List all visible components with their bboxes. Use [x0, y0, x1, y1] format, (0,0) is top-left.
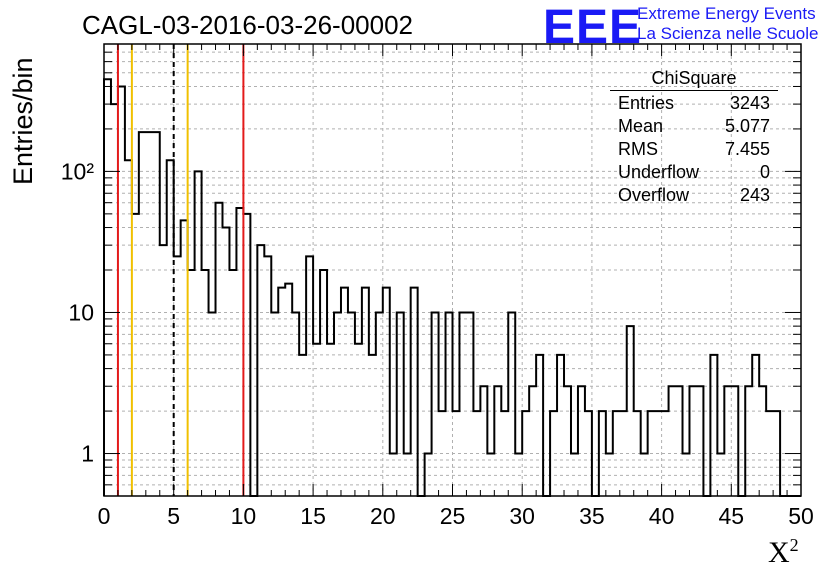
- stats-value: 7.455: [724, 139, 770, 159]
- logo-line-1: Extreme Energy Events: [637, 4, 816, 23]
- stats-row-underflow: Underflow 0: [618, 162, 770, 183]
- x-tick-label: 10: [231, 503, 257, 529]
- x-tick-label: 15: [300, 503, 326, 529]
- y-tick-label: 10: [68, 299, 94, 325]
- stats-row-overflow: Overflow 243: [618, 185, 770, 206]
- stats-label: RMS: [618, 139, 658, 159]
- x-tick-label: 20: [370, 503, 396, 529]
- x-tick-label: 35: [579, 503, 605, 529]
- stats-value: 3243: [729, 93, 770, 113]
- stats-row-rms: RMS 7.455: [618, 139, 770, 160]
- stats-label: Entries: [618, 93, 675, 113]
- stats-value: 243: [739, 185, 770, 205]
- x-tick-label: 50: [788, 503, 814, 529]
- stats-box-title: ChiSquare: [651, 68, 737, 88]
- y-tick-label: 1: [81, 441, 94, 467]
- x-tick-label: 40: [649, 503, 675, 529]
- x-tick-label: 0: [98, 503, 111, 529]
- y-axis-label: Entries/bin: [8, 57, 38, 185]
- stats-row-mean: Mean 5.077: [618, 116, 770, 137]
- y-tick-label: 10²: [61, 158, 95, 184]
- stats-label: Mean: [618, 116, 664, 136]
- x-tick-label: 30: [509, 503, 535, 529]
- chart-title: CAGL-03-2016-03-26-00002: [82, 10, 413, 40]
- x-axis-label: X2: [768, 535, 799, 569]
- logo-line-2: La Scienza nelle Scuole: [637, 24, 819, 43]
- stats-label: Overflow: [618, 185, 690, 205]
- x-tick-label: 45: [719, 503, 745, 529]
- stats-row-entries: Entries 3243: [618, 93, 770, 114]
- stats-label: Underflow: [618, 162, 700, 182]
- x-tick-label: 5: [167, 503, 180, 529]
- histogram-series: [103, 78, 801, 497]
- stats-divider: [610, 90, 778, 91]
- stats-value: 5.077: [724, 116, 770, 136]
- x-tick-label: 25: [440, 503, 466, 529]
- eee-logo: EEE: [543, 1, 643, 54]
- stats-value: 0: [759, 162, 770, 182]
